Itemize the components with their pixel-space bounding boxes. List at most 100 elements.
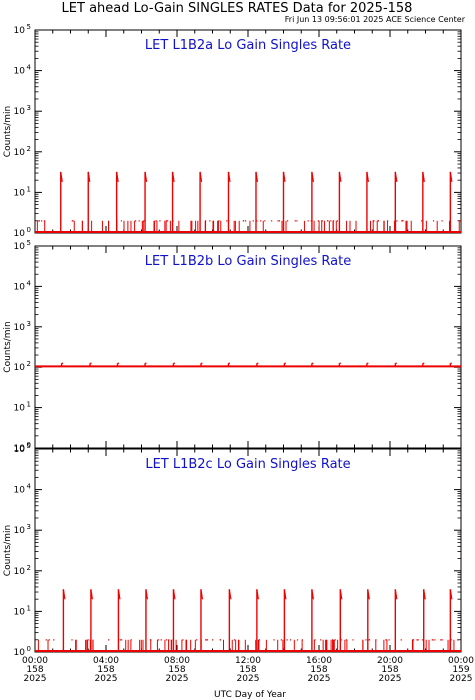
y-tick-exponent: 0 [27, 441, 31, 449]
data-point [377, 220, 379, 222]
y-tick-label: 10 [14, 242, 26, 252]
x-tick-year: 2025 [166, 674, 189, 684]
data-point [459, 220, 461, 222]
x-tick-doy: 158 [97, 665, 114, 675]
data-point [273, 639, 275, 641]
y-tick-exponent: 2 [27, 145, 31, 153]
data-point [120, 220, 123, 222]
timestamp: Fri Jun 13 09:56:01 2025 ACE Science Cen… [285, 15, 466, 24]
panel-title: LET L1B2a Lo Gain Singles Rate [145, 38, 351, 53]
data-point [286, 220, 289, 222]
data-point [402, 220, 404, 222]
y-tick-label: 10 [14, 404, 26, 414]
data-point [327, 220, 329, 222]
data-point [218, 220, 220, 222]
data-point [401, 220, 403, 222]
x-tick-doy: 158 [239, 665, 256, 675]
data-point [421, 220, 423, 222]
data-point [330, 220, 332, 222]
y-tick-exponent: 1 [27, 401, 31, 409]
y-tick-exponent: 3 [27, 523, 31, 531]
data-point [296, 639, 299, 641]
data-spike-shoulder [366, 171, 370, 182]
data-point [280, 639, 283, 641]
y-tick-exponent: 4 [27, 279, 32, 287]
data-point [422, 639, 424, 641]
data-point [219, 639, 221, 641]
page-title: LET ahead Lo-Gain SINGLES RATES Data for… [62, 1, 413, 16]
y-tick-label: 10 [14, 67, 26, 77]
data-point [204, 639, 207, 641]
data-point [71, 639, 73, 641]
data-point [182, 639, 184, 641]
y-tick-exponent: 4 [27, 64, 32, 72]
x-tick-time: 20:00 [377, 656, 403, 666]
data-point [252, 220, 254, 222]
data-spike-shoulder [394, 589, 398, 600]
x-tick-year: 2025 [237, 674, 260, 684]
data-point [160, 639, 162, 641]
data-point [166, 220, 169, 222]
data-point [314, 639, 316, 641]
data-spike-shoulder [62, 589, 66, 600]
data-point [121, 639, 123, 641]
data-point [416, 639, 418, 641]
data-point [373, 220, 375, 222]
data-point [385, 639, 387, 641]
y-tick-exponent: 2 [27, 564, 31, 572]
data-point [233, 639, 236, 641]
data-point [432, 220, 435, 222]
data-point [38, 220, 41, 222]
data-spike-shoulder [449, 171, 453, 182]
data-point [258, 639, 261, 641]
data-point [143, 220, 145, 222]
y-tick-exponent: 5 [27, 239, 31, 247]
data-spike-shoulder [199, 171, 203, 182]
data-point [372, 220, 374, 222]
data-point [450, 639, 452, 641]
plot-frame [34, 245, 462, 449]
data-point [334, 639, 336, 641]
data-point [417, 639, 419, 641]
data-point [352, 639, 354, 641]
data-point [209, 220, 211, 222]
data-point [431, 639, 433, 641]
y-tick-exponent: 2 [27, 360, 31, 368]
data-point [72, 220, 74, 222]
data-point [159, 220, 161, 222]
y-tick-exponent: 3 [27, 104, 31, 112]
data-point [332, 220, 335, 222]
data-point [206, 639, 209, 641]
y-tick-label: 10 [14, 607, 26, 617]
x-tick-time: 08:00 [164, 656, 190, 666]
data-point [134, 220, 137, 222]
x-tick-time: 00:00 [22, 656, 48, 666]
data-point [165, 639, 168, 641]
y-tick-label: 10 [14, 188, 26, 198]
data-point [149, 639, 151, 641]
data-point [289, 639, 292, 641]
plot-frame [34, 29, 462, 234]
data-spike-shoulder [200, 589, 204, 600]
y-tick-label: 10 [14, 526, 26, 536]
y-tick-label: 10 [14, 567, 26, 577]
data-point [294, 220, 296, 222]
data-point [278, 220, 280, 222]
data-point [157, 639, 159, 641]
x-tick-year: 2025 [95, 674, 118, 684]
x-tick-doy: 158 [381, 665, 398, 675]
data-point [332, 639, 334, 641]
data-point [340, 639, 342, 641]
data-point [412, 639, 415, 641]
data-point [286, 639, 288, 641]
data-point [365, 639, 367, 641]
x-tick-doy: 159 [452, 665, 469, 675]
data-point [320, 639, 322, 641]
data-spike-shoulder [283, 589, 287, 600]
data-point [87, 639, 89, 641]
x-tick-doy: 158 [26, 665, 43, 675]
plot-frame [34, 448, 462, 653]
data-spike-shoulder [423, 589, 426, 600]
data-spike-shoulder [228, 589, 232, 600]
